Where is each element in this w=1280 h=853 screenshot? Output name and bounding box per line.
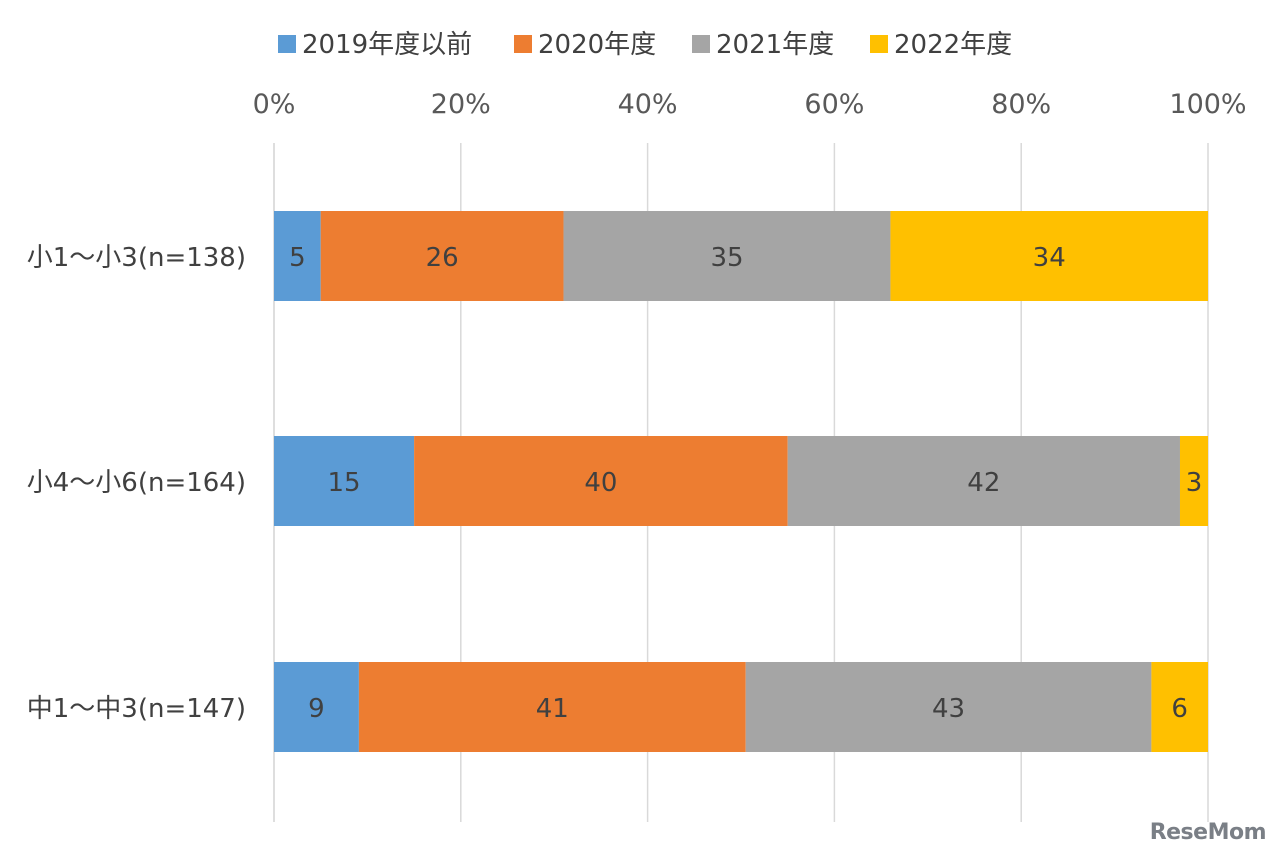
bar-segment — [890, 211, 1208, 301]
data-label: 26 — [426, 243, 459, 273]
data-label: 41 — [536, 694, 569, 724]
bar-segment — [414, 436, 788, 526]
legend-swatch — [692, 35, 710, 53]
legend-label: 2021年度 — [716, 30, 834, 60]
bar-segment — [274, 436, 415, 526]
bar-segment — [1151, 662, 1208, 752]
data-label: 40 — [584, 468, 617, 498]
bar-segment — [358, 662, 746, 752]
bar-segment — [274, 662, 359, 752]
x-tick-label: 0% — [253, 89, 296, 120]
data-label: 6 — [1171, 694, 1188, 724]
x-tick-label: 20% — [431, 89, 491, 120]
watermark-logo: ReseMom — [1149, 820, 1267, 845]
x-tick-label: 60% — [804, 89, 864, 120]
data-label: 43 — [932, 694, 965, 724]
bar-segment — [320, 211, 564, 301]
data-label: 5 — [289, 243, 306, 273]
bar-segment — [1179, 436, 1208, 526]
legend: 2019年度以前 2020年度 2021年度 2022年度 — [278, 30, 1012, 60]
legend-label: 2020年度 — [538, 30, 656, 60]
data-label: 3 — [1186, 468, 1203, 498]
data-label: 34 — [1033, 243, 1066, 273]
bar-segment — [563, 211, 891, 301]
category-label: 中1～中3(n=147) — [27, 694, 246, 724]
legend-label: 2022年度 — [894, 30, 1012, 60]
x-tick-label: 100% — [1169, 89, 1246, 120]
category-label: 小4～小6(n=164) — [27, 468, 246, 498]
category-label: 小1～小3(n=138) — [27, 243, 246, 273]
legend-swatch — [514, 35, 532, 53]
x-axis-ticks: 0% 20% 40% 60% 80% 100% — [253, 89, 1247, 120]
legend-swatch — [870, 35, 888, 53]
x-tick-label: 80% — [991, 89, 1051, 120]
data-label: 15 — [328, 468, 361, 498]
legend-swatch — [278, 35, 296, 53]
data-label: 9 — [308, 694, 325, 724]
x-tick-label: 40% — [618, 89, 678, 120]
category-labels: 小1～小3(n=138) 小4～小6(n=164) 中1～中3(n=147) — [27, 243, 246, 724]
data-label: 35 — [710, 243, 743, 273]
data-label: 42 — [967, 468, 1000, 498]
bar-segment — [745, 662, 1152, 752]
bar-segment — [787, 436, 1180, 526]
legend-label: 2019年度以前 — [302, 30, 472, 60]
bar-segment — [274, 211, 321, 301]
